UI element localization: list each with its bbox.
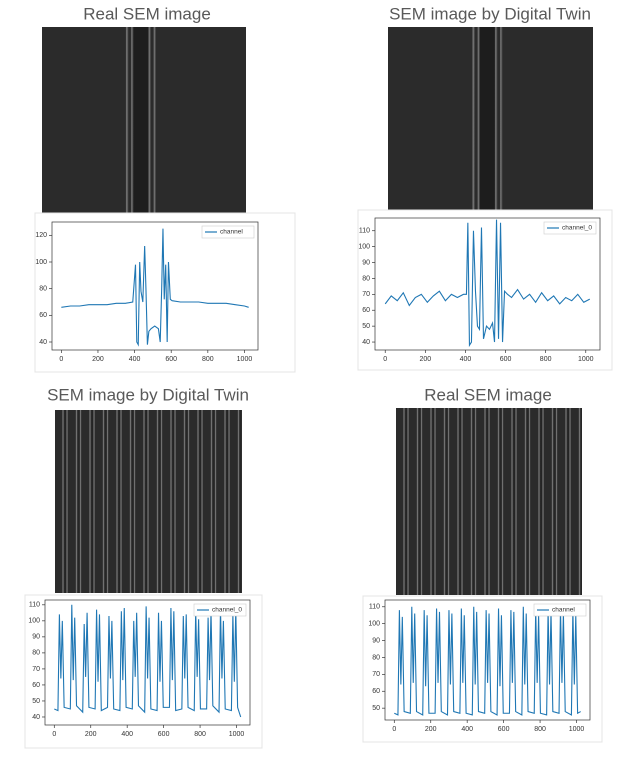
y-tick-label: 80 [32,650,40,657]
series-line [61,228,249,347]
x-tick-label: 800 [534,726,546,733]
panel-title: SEM image by Digital Twin [389,4,591,23]
x-tick-label: 0 [52,731,56,738]
sem-image [388,27,593,217]
y-tick-label: 50 [362,323,370,330]
x-tick-label: 600 [158,731,170,738]
series-line [394,606,581,716]
series-line [54,604,242,718]
y-tick-label: 80 [362,275,370,282]
x-tick-label: 1000 [578,356,594,363]
axes-frame [44,599,251,726]
legend-box [533,603,587,617]
legend-box [193,603,247,617]
x-tick-label: 200 [419,356,431,363]
legend-label: channel [220,229,243,236]
x-tick-label: 1000 [229,731,245,738]
legend-label: channel [552,607,575,614]
series-line [384,219,591,348]
x-tick-label: 200 [85,731,97,738]
axes-frame [374,217,601,351]
y-tick-label: 40 [39,339,47,346]
x-tick-label: 600 [165,356,177,363]
y-tick-label: 100 [358,243,370,250]
legend-box [543,221,597,235]
y-tick-label: 60 [372,688,380,695]
axes-frame [384,599,591,721]
legend-label: channel_0 [212,607,242,614]
y-tick-label: 60 [32,682,40,689]
x-tick-label: 400 [129,356,141,363]
y-tick-label: 120 [35,232,47,239]
panel-title: Real SEM image [83,4,211,23]
y-tick-label: 70 [32,666,40,673]
x-tick-label: 0 [59,356,63,363]
y-tick-label: 110 [359,228,370,235]
chart-panel [357,209,613,371]
y-tick-label: 80 [39,286,47,293]
panel-title: SEM image by Digital Twin [47,385,249,404]
x-tick-label: 200 [425,726,437,733]
sem-image [396,408,582,595]
x-tick-label: 800 [202,356,214,363]
y-tick-label: 90 [362,259,370,266]
x-tick-label: 600 [500,356,512,363]
y-tick-label: 110 [369,604,380,611]
y-tick-label: 110 [29,602,40,609]
y-tick-label: 100 [368,621,380,628]
x-tick-label: 800 [540,356,552,363]
legend-box [201,225,255,239]
panel-title: Real SEM image [424,385,552,404]
y-tick-label: 60 [362,307,370,314]
y-tick-label: 100 [35,259,47,266]
sem-image [42,27,246,217]
x-tick-label: 400 [461,726,473,733]
sem-image [55,410,242,593]
y-tick-label: 70 [372,671,380,678]
x-tick-label: 400 [121,731,133,738]
y-tick-label: 40 [362,339,370,346]
legend-label: channel_0 [562,225,592,232]
x-tick-label: 0 [383,356,387,363]
y-tick-label: 60 [39,312,47,319]
y-tick-label: 100 [28,618,40,625]
axes-frame [51,221,259,351]
y-tick-label: 50 [372,705,380,712]
x-tick-label: 800 [194,731,206,738]
y-tick-label: 80 [372,654,380,661]
x-tick-label: 1000 [237,356,253,363]
x-tick-label: 400 [460,356,472,363]
x-tick-label: 0 [392,726,396,733]
x-tick-label: 1000 [569,726,585,733]
y-tick-label: 40 [32,714,40,721]
y-tick-label: 70 [362,291,370,298]
x-tick-label: 600 [498,726,510,733]
x-tick-label: 200 [92,356,104,363]
y-tick-label: 50 [32,698,40,705]
y-tick-label: 90 [372,637,380,644]
y-tick-label: 90 [32,634,40,641]
